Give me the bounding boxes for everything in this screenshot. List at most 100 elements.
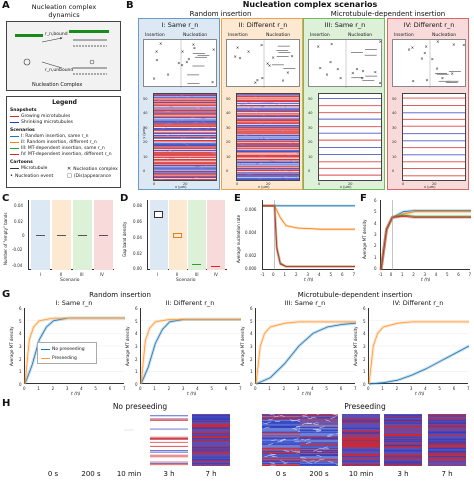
h-noise [316,454,322,457]
insertion-label: Insertion [228,33,248,38]
scenario-column: II: Different r_n Insertion Nucleation ✕ ✕ ✕ ✕… [221,18,303,190]
mt-noise [192,128,199,132]
g-xtick: 1 [268,386,271,391]
h-noise [264,426,270,429]
d-band-3 [188,200,206,270]
g-xtick: 4 [80,386,83,391]
series-line [140,318,241,385]
g-xtick: 5 [438,386,441,391]
g-xtick: 6 [339,386,343,391]
h-noise [291,450,297,453]
g-xtick: 0 [23,386,26,391]
b-xlabel: x (μm) [258,185,270,189]
series-band [254,320,356,385]
h-snapshot [110,414,148,466]
g-ytick: 1 [135,369,138,375]
nc-mark: ✕ [325,72,328,77]
mt-noise [183,142,190,147]
g-legend-pre-text: Preseeding [52,356,77,361]
h-noise [302,422,308,425]
g-xtick: 7 [123,386,126,391]
snapshot-svg [237,94,299,180]
legend-s2-text: II: Random insertion, different r_n [21,140,97,145]
h-noise [298,426,300,428]
nc-mark: ✕ [351,71,354,76]
b-ytick: 10 [143,155,148,159]
b-xtick: 0 [236,182,239,186]
g-ytick: 3 [19,344,22,349]
h-noise [283,450,289,452]
scenario-cartoon-svg: ✕✕✕✕✕✕✕✕✕✕✕✕✕✕ [317,39,382,88]
f-ytick: 6 [374,198,377,203]
mt-noise [165,149,172,153]
scenario-cartoon: ✕ ✕ ✕ ✕ ✕ ✕ ✕ ✕ ✕ ✕ ✕ ✕ ✕ ✕ [392,39,466,88]
h-noise [298,428,300,430]
h-time-label: 10 min [116,470,142,478]
panel-c-ylabel: Number of "empty" bands [3,212,8,266]
g-ylabel: Average MT density [240,326,245,366]
mt-noise [178,94,186,97]
b-ytick: 30 [392,126,397,130]
h-snapshot-svg [300,414,338,466]
series-line [380,210,471,271]
mt-noise [192,121,200,124]
h-noise [315,429,321,432]
mt-noise [187,127,194,132]
series-line [368,321,469,385]
h-noise [280,439,287,442]
b-ytick: 0 [143,169,146,173]
series-band [139,317,241,385]
panel-g-group-mt: Microtubule-dependent insertion [297,291,413,299]
h-time-label: 3 h [397,470,409,478]
h-time-label: 0 s [47,470,59,478]
mt-noise [251,109,258,112]
h-noise [327,435,333,437]
h-noise [300,457,306,459]
mt-noise [176,119,183,123]
h-noise [297,430,300,432]
h-noise [289,419,295,421]
g-ytick: 3 [135,344,138,349]
h-time-label: 3 h [163,470,175,478]
g-xtick: 5 [210,386,213,391]
h-snapshot-svg [150,415,188,466]
h-noise [296,451,300,454]
snapshot-svg [319,98,381,176]
nc-mark: ✕ [281,78,284,83]
legend-cartoons-header: Cartoons [10,160,33,165]
b-ytick: 40 [392,111,397,115]
panel-g-legend: No preseeding Preseeding [37,342,97,364]
panel-d-label: D [120,193,129,204]
scenario-title: III: Same r_n [324,21,366,29]
g-ytick: 1 [363,369,366,375]
mt-noise [160,127,167,130]
scenario-cartoon-svg: ✕✕✕✕✕✕✕✕✕✕✕✕✕✕ [233,40,296,88]
g-subplot-plot [23,316,125,385]
panel-f-ylabel: Average MT density [362,219,367,259]
nc-mark: ✕ [211,80,214,85]
d-box-4 [211,266,220,267]
mt-noise [162,156,169,161]
mt-noise [201,120,208,125]
nc-mark: ✕ [212,47,215,52]
b-ytick: 30 [143,126,148,130]
scenario-title: I: Same r_n [161,21,199,29]
legend-microtubule: Microtubule [10,166,47,171]
mt-noise [255,162,262,165]
b-ytick: 20 [308,140,313,144]
h-snapshot-svg [192,414,230,466]
g-ytick: 2 [250,356,253,362]
x-tick: 3 [423,272,427,277]
nc-mark: ✕ [462,42,465,47]
mt-noise [297,114,299,116]
h-noise [312,422,318,425]
b-xlabel: x (μm) [340,185,352,189]
legend-snapshots-header: Snapshots [10,108,37,113]
panel-h-title-no: No preseeding [112,402,168,411]
h-noise [277,441,283,443]
c-ytick: 0.04 [14,203,23,208]
g-subplot-axes [254,308,357,386]
b-ytick: 30 [308,126,313,130]
nc-mark: ✕ [330,41,333,46]
b-ytick: 40 [308,111,313,115]
